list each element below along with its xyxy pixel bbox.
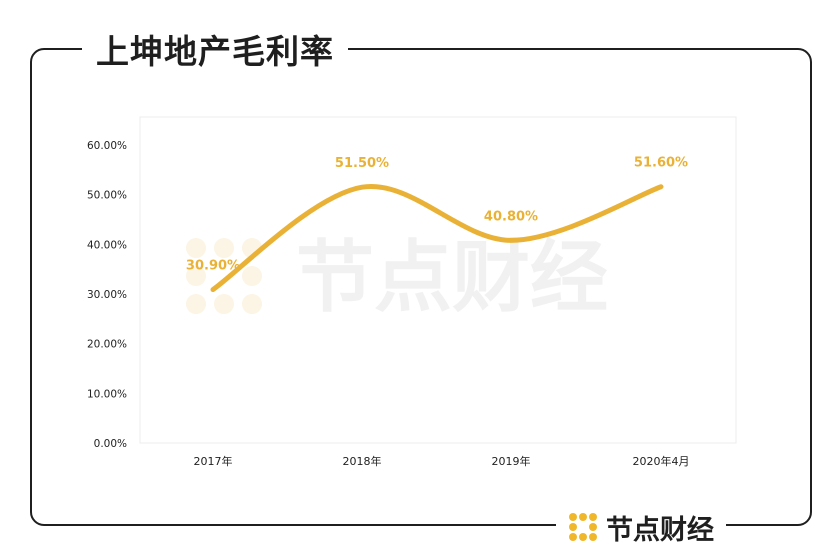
- x-tick-label: 2018年: [343, 454, 382, 468]
- x-tick-label: 2017年: [194, 454, 233, 468]
- watermark: 节点财经: [186, 233, 608, 323]
- x-axis: 2017年 2018年 2019年 2020年4月: [194, 454, 690, 468]
- data-label: 40.80%: [484, 209, 538, 224]
- chart-frame: [30, 48, 812, 526]
- chart-title: 上坤地产毛利率: [96, 32, 334, 71]
- data-label: 51.50%: [335, 156, 389, 171]
- watermark-logo-icon: [186, 238, 262, 314]
- plot-area: [139, 116, 737, 444]
- y-tick-label: 50.00%: [87, 190, 127, 202]
- watermark-text: 节点财经: [296, 233, 608, 323]
- brand-name: 节点财经: [606, 514, 714, 546]
- data-label: 51.60%: [634, 156, 688, 171]
- y-tick-label: 40.00%: [87, 239, 127, 251]
- x-tick-label: 2019年: [492, 454, 531, 468]
- y-tick-label: 10.00%: [87, 388, 127, 400]
- title-container: 上坤地产毛利率: [82, 24, 348, 74]
- series-layer: [210, 183, 664, 293]
- brand-footer: 节点财经: [556, 505, 726, 549]
- y-tick-label: 20.00%: [87, 339, 127, 351]
- data-label: 30.90%: [186, 259, 240, 274]
- y-tick-label: 30.00%: [87, 289, 127, 301]
- series-line: [210, 183, 664, 293]
- x-tick-label: 2020年4月: [633, 454, 690, 468]
- y-tick-label: 0.00%: [94, 438, 127, 450]
- data-labels: 30.90% 51.50% 40.80% 51.60%: [186, 156, 688, 274]
- y-axis: 0.00% 10.00% 20.00% 30.00% 40.00% 50.00% 60.00…: [87, 140, 127, 450]
- y-tick-label: 60.00%: [87, 140, 127, 152]
- brand-logo-icon: [569, 513, 597, 541]
